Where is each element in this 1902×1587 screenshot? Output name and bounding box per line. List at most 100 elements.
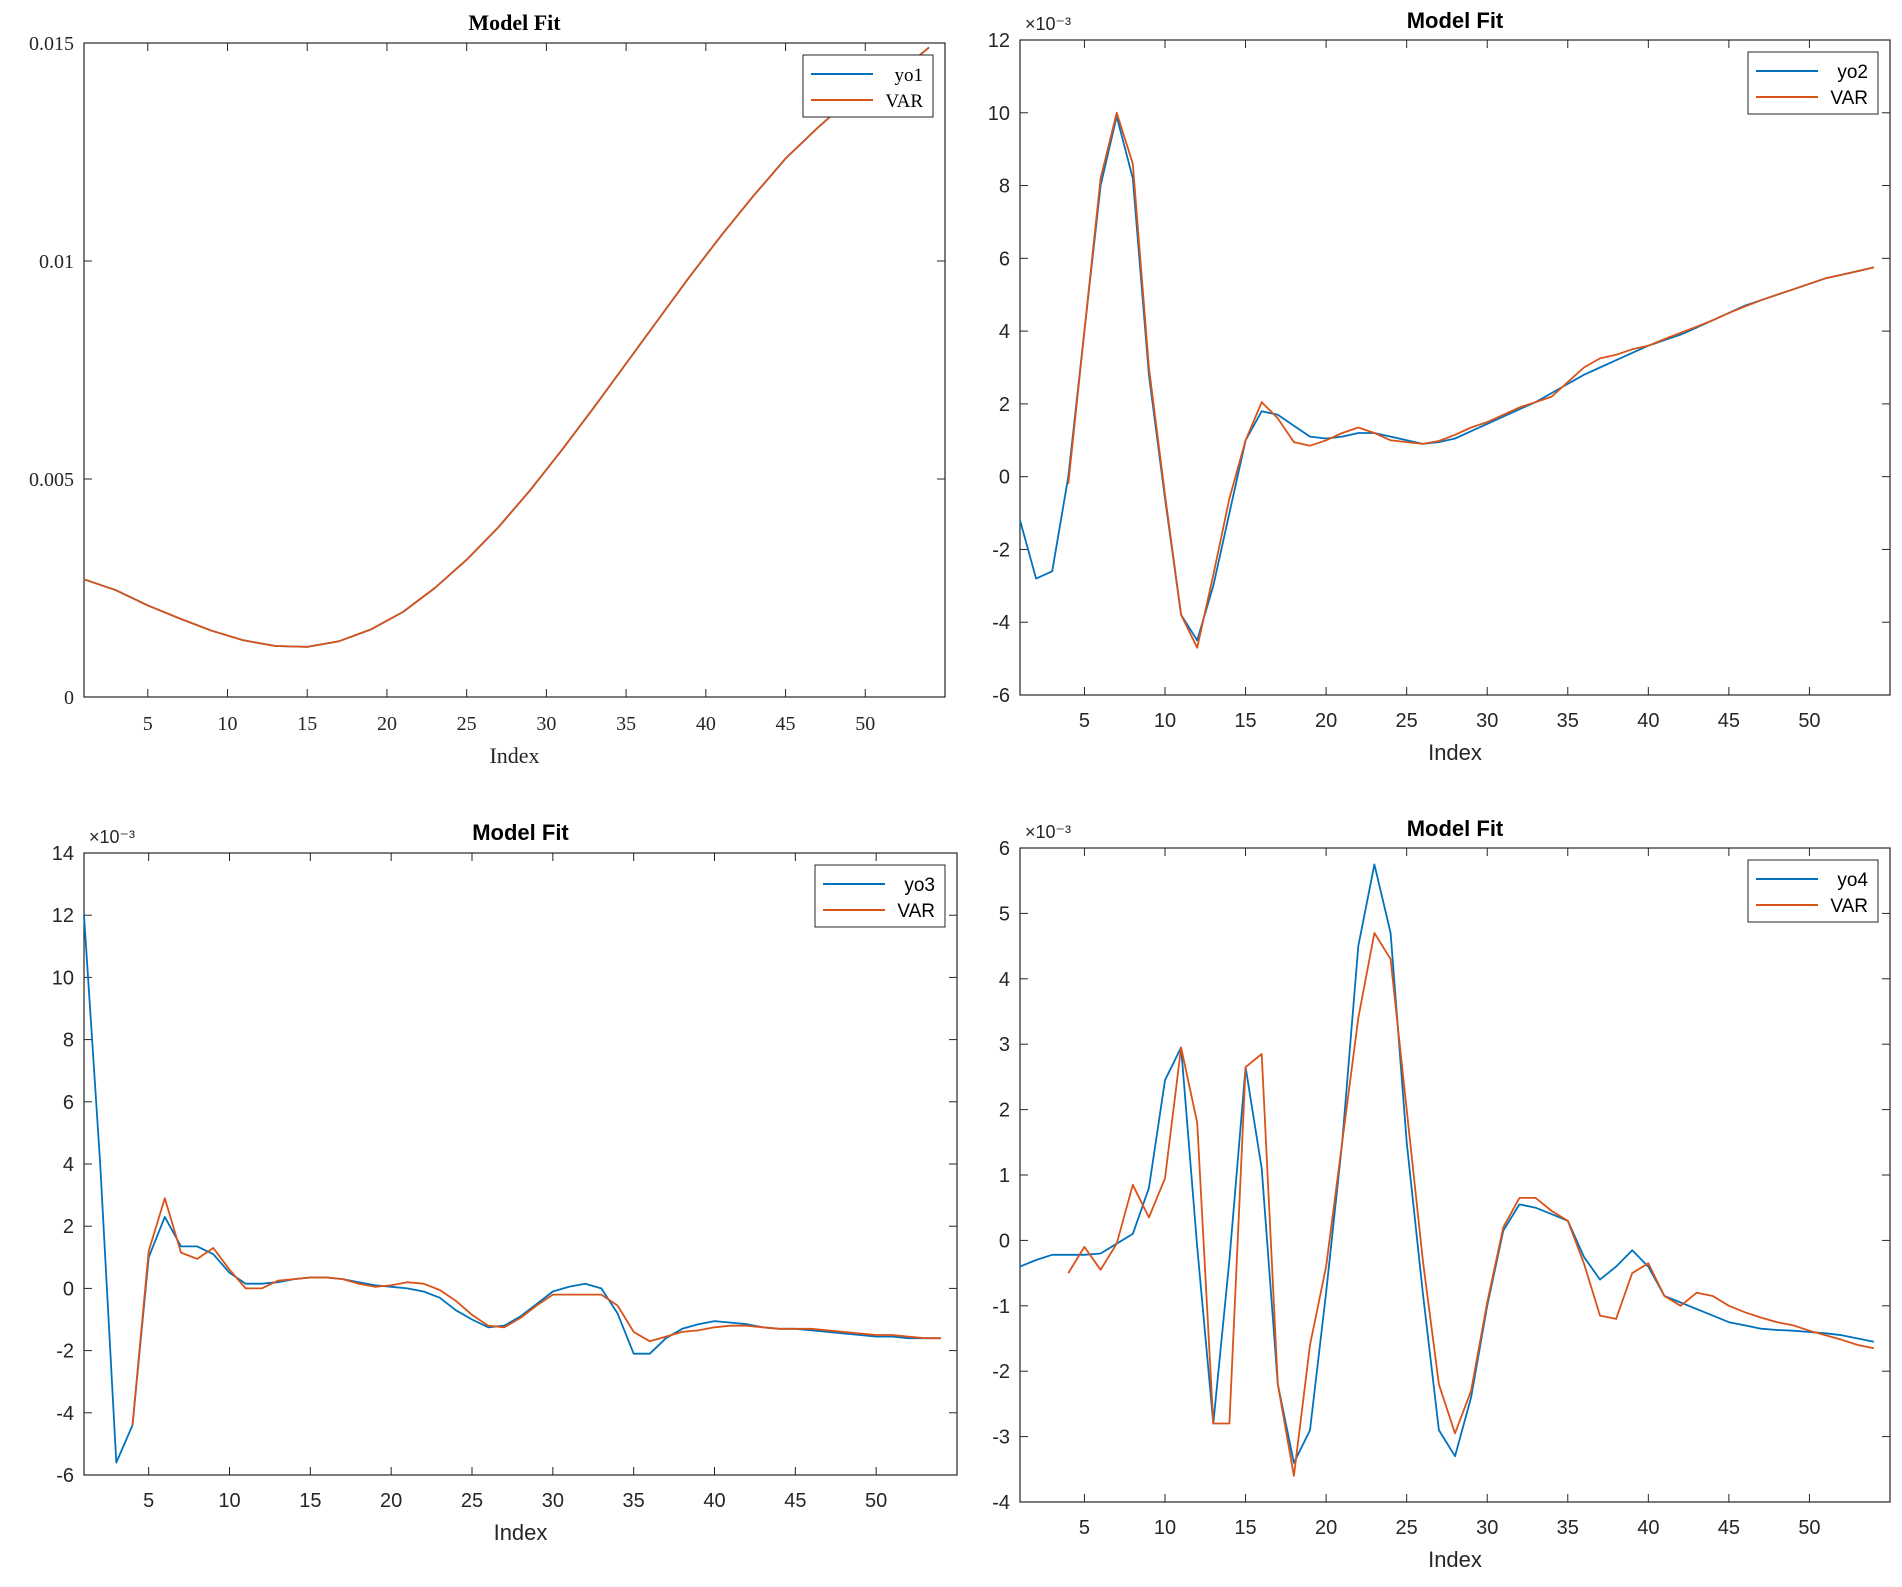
legend-label: yo2 — [1837, 62, 1868, 83]
x-tick-label: 40 — [1637, 1517, 1659, 1539]
y-tick-label: 4 — [63, 1154, 74, 1176]
y-exponent-label: ×10⁻³ — [1025, 14, 1071, 34]
y-tick-label: 0 — [63, 1278, 74, 1300]
legend-box — [1747, 859, 1879, 923]
legend-label: yo3 — [904, 875, 935, 896]
x-tick-label: 50 — [1798, 1517, 1820, 1539]
x-tick-label: 10 — [218, 713, 238, 735]
y-exponent-label: ×10⁻³ — [1025, 822, 1071, 842]
x-tick-label: 45 — [1718, 710, 1740, 732]
x-tick-label: 20 — [1315, 710, 1337, 732]
x-tick-label: 40 — [696, 713, 716, 735]
y-tick-label: -2 — [992, 539, 1010, 561]
y-tick-label: 6 — [999, 248, 1010, 270]
x-tick-label: 40 — [1637, 710, 1659, 732]
series-line-var — [83, 46, 930, 648]
y-tick-label: -4 — [56, 1403, 74, 1425]
x-tick-label: 5 — [143, 713, 153, 735]
x-tick-label: 30 — [536, 713, 556, 735]
y-tick-label: -2 — [992, 1361, 1010, 1383]
x-tick-label: 25 — [461, 1490, 483, 1512]
x-axis-label: Index — [1428, 1547, 1482, 1572]
x-tick-label: 50 — [855, 713, 875, 735]
y-tick-label: 6 — [999, 838, 1010, 860]
y-tick-label: 3 — [999, 1034, 1010, 1056]
x-tick-label: 5 — [1079, 1517, 1090, 1539]
chart-panel-3: 5 10 15 20 25 30 35 40 45 50 -6 -4 -2 0 2 4 6 8 10 12 14 ×10⁻… — [52, 820, 958, 1545]
y-tick-label: -6 — [56, 1465, 74, 1487]
y-tick-label: 10 — [988, 103, 1010, 125]
x-axis-label: Index — [494, 1520, 548, 1545]
y-tick-label: -1 — [992, 1296, 1010, 1318]
y-tick-label: 12 — [52, 905, 74, 927]
x-tick-label: 40 — [703, 1490, 725, 1512]
series-line-var — [1067, 111, 1875, 649]
y-exponent-label: ×10⁻³ — [89, 827, 135, 847]
x-tick-label: 20 — [1315, 1517, 1337, 1539]
y-tick-label: 4 — [999, 321, 1010, 343]
y-tick-label: 8 — [999, 176, 1010, 198]
y-tick-label: 6 — [63, 1092, 74, 1114]
x-tick-label: 35 — [616, 713, 636, 735]
legend-box — [814, 864, 946, 928]
x-tick-label: 50 — [1798, 710, 1820, 732]
x-tick-label: 35 — [1557, 710, 1579, 732]
legend-label: VAR — [897, 901, 935, 922]
y-tick-label: 0.005 — [29, 469, 74, 491]
chart-panel-2: 5 10 15 20 25 30 35 40 45 50 -6 -4 -2 0 2 4 6 8 10 12 ×10⁻³ M… — [988, 8, 1891, 765]
x-tick-label: 5 — [1079, 710, 1090, 732]
x-tick-label: 50 — [865, 1490, 887, 1512]
x-tick-label: 15 — [297, 713, 317, 735]
plot-area — [1019, 39, 1891, 696]
chart-title: Model Fit — [472, 820, 569, 845]
y-tick-label: 12 — [988, 30, 1010, 52]
x-tick-label: 10 — [1154, 1517, 1176, 1539]
x-tick-label: 45 — [776, 713, 796, 735]
legend-label: VAR — [1830, 896, 1868, 917]
chart-title: Model Fit — [1407, 816, 1504, 841]
x-tick-label: 15 — [1234, 710, 1256, 732]
x-tick-label: 15 — [1234, 1517, 1256, 1539]
legend-label: VAR — [885, 91, 923, 112]
y-tick-label: -2 — [56, 1341, 74, 1363]
x-tick-label: 25 — [457, 713, 477, 735]
chart-panel-1: 5 10 15 20 25 30 35 40 45 50 0 0.005 0.01 0.015 Model … — [29, 10, 946, 768]
plot-area — [83, 852, 958, 1476]
y-tick-label: 2 — [63, 1216, 74, 1238]
x-tick-label: 5 — [143, 1490, 154, 1512]
y-tick-label: 14 — [52, 843, 74, 865]
x-tick-label: 25 — [1396, 710, 1418, 732]
x-tick-label: 20 — [380, 1490, 402, 1512]
series-line-yo4 — [1019, 863, 1875, 1464]
legend-box — [802, 54, 934, 118]
legend-label: yo1 — [895, 65, 924, 86]
y-tick-label: -4 — [992, 1492, 1010, 1514]
y-tick-label: 1 — [999, 1165, 1010, 1187]
y-tick-label: 8 — [63, 1030, 74, 1052]
y-tick-label: 10 — [52, 967, 74, 989]
y-tick-label: 0 — [64, 687, 74, 709]
legend: yo3 VAR — [814, 864, 946, 928]
chart-title: Model Fit — [468, 10, 561, 35]
y-tick-label: -4 — [992, 612, 1010, 634]
x-tick-label: 30 — [542, 1490, 564, 1512]
x-tick-label: 10 — [1154, 710, 1176, 732]
series-line-var — [131, 1197, 941, 1426]
x-tick-label: 15 — [299, 1490, 321, 1512]
legend: yo2 VAR — [1747, 51, 1879, 115]
legend-label: yo4 — [1837, 870, 1868, 891]
plot-area — [83, 42, 946, 698]
legend-label: VAR — [1830, 88, 1868, 109]
y-tick-label: 2 — [999, 394, 1010, 416]
x-tick-label: 30 — [1476, 1517, 1498, 1539]
y-tick-label: 4 — [999, 969, 1010, 991]
y-tick-label: 0.015 — [29, 33, 74, 55]
x-axis-label: Index — [489, 743, 539, 768]
x-tick-label: 35 — [623, 1490, 645, 1512]
x-tick-label: 25 — [1396, 1517, 1418, 1539]
y-tick-label: -3 — [992, 1427, 1010, 1449]
x-axis-label: Index — [1428, 740, 1482, 765]
